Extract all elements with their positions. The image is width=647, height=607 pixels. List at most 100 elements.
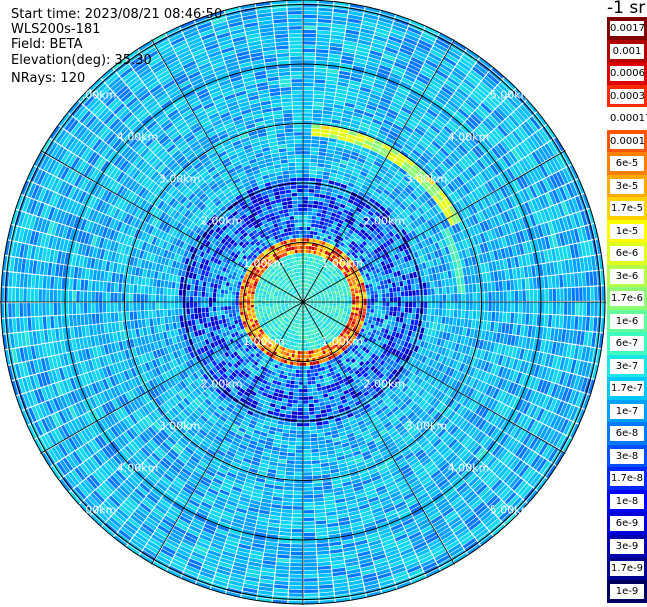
range-gate	[309, 342, 313, 347]
range-gate	[335, 178, 343, 183]
range-gate	[514, 313, 518, 324]
range-gate	[465, 302, 470, 310]
range-gate	[488, 292, 492, 302]
range-gate	[380, 9, 396, 18]
range-gate	[343, 40, 357, 47]
range-gate	[404, 312, 408, 319]
range-gate	[332, 233, 337, 238]
range-gate	[336, 85, 348, 91]
range-gate	[382, 323, 387, 329]
range-gate	[303, 143, 311, 147]
range-gate	[303, 498, 314, 503]
range-gate	[461, 293, 466, 302]
range-gate	[341, 269, 346, 273]
range-gate	[472, 66, 486, 78]
range-gate	[435, 39, 450, 49]
range-gate	[388, 76, 401, 84]
range-gate	[382, 275, 387, 281]
range-gate	[329, 399, 336, 404]
range-gate	[388, 244, 395, 251]
range-gate	[352, 116, 362, 122]
range-gate	[594, 286, 598, 301]
range-gate	[366, 323, 371, 328]
range-gate	[490, 112, 502, 124]
range-gate	[344, 297, 348, 300]
range-gate	[352, 232, 358, 237]
range-gate	[433, 280, 438, 288]
range-gate	[308, 196, 314, 201]
range-gate	[405, 324, 410, 330]
range-gate	[473, 302, 477, 311]
range-gate	[345, 98, 356, 105]
range-gate	[498, 200, 507, 212]
range-gate	[469, 328, 475, 338]
range-gate	[462, 184, 471, 195]
range-gate	[468, 193, 476, 203]
range-gate	[372, 282, 377, 287]
range-gate	[306, 299, 310, 301]
range-gate	[385, 274, 391, 280]
range-gate	[282, 433, 290, 437]
range-gate	[466, 136, 477, 147]
range-gate	[418, 140, 429, 149]
range-gate	[306, 280, 309, 284]
range-gate	[320, 366, 326, 371]
range-gate	[358, 222, 365, 229]
range-gate	[327, 261, 332, 266]
range-gate	[494, 145, 505, 157]
range-gate	[407, 313, 412, 319]
range-gate	[488, 94, 500, 106]
range-gate	[421, 193, 429, 202]
range-gate	[312, 274, 315, 278]
range-gate	[589, 271, 594, 286]
range-gate	[344, 295, 348, 298]
range-gate	[277, 554, 290, 559]
range-gate	[389, 130, 399, 138]
range-gate	[436, 273, 441, 281]
range-gate	[310, 155, 318, 159]
range-gate	[503, 170, 512, 182]
range-gate	[380, 147, 390, 155]
range-gate	[424, 238, 431, 246]
range-gate	[386, 302, 390, 307]
range-gate	[514, 88, 527, 101]
range-gate	[305, 280, 307, 284]
range-gate	[356, 97, 368, 104]
range-gate	[351, 151, 360, 157]
range-gate	[336, 269, 341, 274]
range-gate	[303, 287, 305, 291]
range-gate	[380, 192, 388, 199]
range-gate	[431, 140, 442, 150]
range-gate	[414, 228, 421, 236]
range-gate	[374, 290, 378, 295]
range-gate	[303, 154, 311, 159]
range-gate	[344, 304, 348, 307]
range-gate	[329, 262, 334, 267]
range-gate	[495, 302, 500, 312]
range-gate	[311, 448, 319, 453]
range-gate	[530, 302, 534, 314]
range-gate	[385, 246, 391, 253]
range-gate	[460, 125, 471, 136]
range-gate	[317, 558, 331, 563]
range-gate	[303, 291, 305, 295]
range-gate	[350, 123, 360, 129]
range-gate	[450, 117, 462, 127]
range-gate	[304, 279, 306, 284]
range-gate	[361, 314, 366, 319]
range-gate	[370, 251, 376, 257]
range-gate	[448, 236, 455, 245]
range-gate	[305, 287, 307, 291]
range-gate	[407, 232, 414, 240]
range-gate	[417, 43, 431, 52]
range-gate	[303, 347, 306, 351]
range-gate	[288, 593, 303, 597]
range-gate	[465, 218, 472, 228]
range-gate	[348, 229, 354, 235]
range-gate	[375, 330, 381, 336]
range-gate	[317, 15, 332, 20]
range-gate	[388, 251, 394, 257]
range-gate	[425, 321, 430, 329]
range-gate	[313, 395, 319, 400]
range-gate	[398, 84, 411, 93]
